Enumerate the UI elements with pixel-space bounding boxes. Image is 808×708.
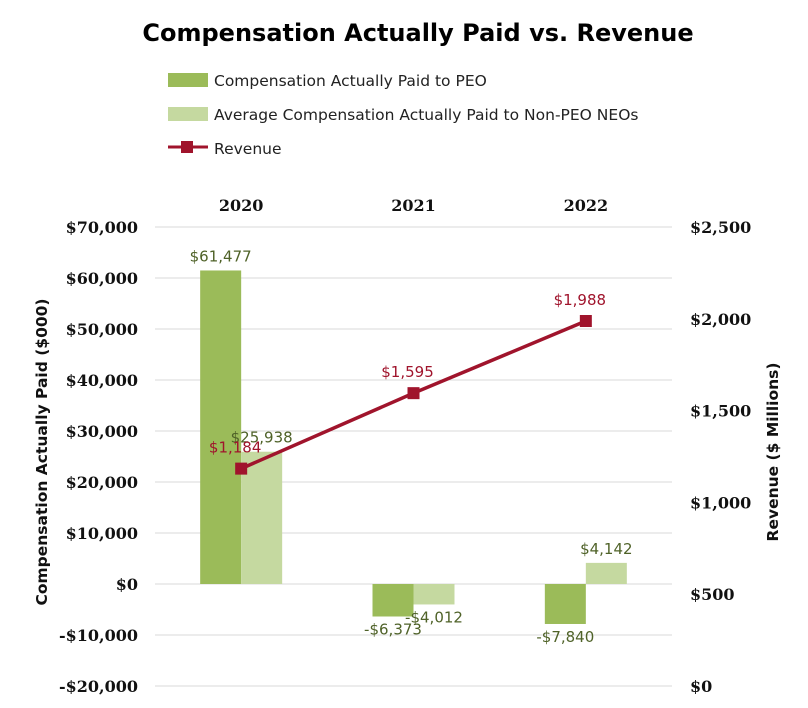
left-tick-label: $20,000 bbox=[66, 473, 138, 492]
bar-neo bbox=[585, 562, 627, 584]
legend-label-neo: Average Compensation Actually Paid to No… bbox=[214, 106, 638, 124]
legend-label-revenue: Revenue bbox=[214, 140, 282, 158]
left-axis-ticks: -$20,000 -$10,000 $0 $10,000 $20,000 $30,000 $… bbox=[59, 218, 138, 696]
revenue-marker bbox=[235, 462, 248, 475]
revenue-label: $1,184 bbox=[209, 439, 262, 457]
left-tick-label: $70,000 bbox=[66, 218, 138, 237]
bars bbox=[200, 270, 627, 624]
right-tick-label: $0 bbox=[690, 677, 712, 696]
legend: Compensation Actually Paid to PEO Averag… bbox=[168, 72, 638, 158]
right-tick-label: $2,500 bbox=[690, 218, 751, 237]
legend-marker-revenue bbox=[181, 141, 193, 153]
right-axis-title: Revenue ($ Millions) bbox=[764, 363, 782, 542]
legend-swatch-neo bbox=[168, 107, 208, 121]
right-tick-label: $1,500 bbox=[690, 402, 751, 421]
category-label: 2022 bbox=[564, 196, 609, 215]
category-labels: 2020 2021 2022 bbox=[219, 196, 608, 215]
category-label: 2021 bbox=[391, 196, 436, 215]
revenue-label: $1,988 bbox=[554, 291, 607, 309]
right-tick-label: $500 bbox=[690, 585, 735, 604]
bar-peo bbox=[200, 270, 242, 584]
bar-peo bbox=[544, 584, 586, 624]
left-tick-label: $30,000 bbox=[66, 422, 138, 441]
right-axis-ticks: $0 $500 $1,000 $1,500 $2,000 $2,500 bbox=[690, 218, 751, 696]
bar-label-neo: -$4,012 bbox=[405, 608, 463, 626]
category-label: 2020 bbox=[219, 196, 264, 215]
data-labels: $61,477 -$6,373 -$7,840 $25,938 -$4,012 $4,14… bbox=[190, 247, 633, 646]
right-tick-label: $1,000 bbox=[690, 493, 751, 512]
chart-title: Compensation Actually Paid vs. Revenue bbox=[142, 19, 693, 47]
revenue-line-layer bbox=[235, 315, 592, 475]
revenue-label: $1,595 bbox=[381, 363, 434, 381]
bar-label-peo: -$6,373 bbox=[364, 621, 422, 639]
left-tick-label: $60,000 bbox=[66, 269, 138, 288]
left-tick-label: -$10,000 bbox=[59, 626, 138, 645]
left-tick-label: $0 bbox=[116, 575, 138, 594]
bar-neo bbox=[241, 451, 283, 584]
legend-label-peo: Compensation Actually Paid to PEO bbox=[214, 72, 487, 90]
left-tick-label: $50,000 bbox=[66, 320, 138, 339]
bar-neo bbox=[413, 584, 455, 605]
left-axis-title: Compensation Actually Paid ($000) bbox=[33, 298, 51, 605]
revenue-marker bbox=[579, 315, 592, 328]
bar-label-peo: $61,477 bbox=[190, 247, 252, 265]
left-tick-label: $40,000 bbox=[66, 371, 138, 390]
bar-label-neo: $25,938 bbox=[231, 429, 293, 447]
right-tick-label: $2,000 bbox=[690, 310, 751, 329]
bar-label-peo: -$7,840 bbox=[536, 628, 594, 646]
left-tick-label: -$20,000 bbox=[59, 677, 138, 696]
left-tick-label: $10,000 bbox=[66, 524, 138, 543]
bar-label-neo: $4,142 bbox=[580, 540, 633, 558]
legend-swatch-peo bbox=[168, 73, 208, 87]
bar-peo bbox=[372, 584, 414, 617]
revenue-marker bbox=[407, 387, 420, 400]
